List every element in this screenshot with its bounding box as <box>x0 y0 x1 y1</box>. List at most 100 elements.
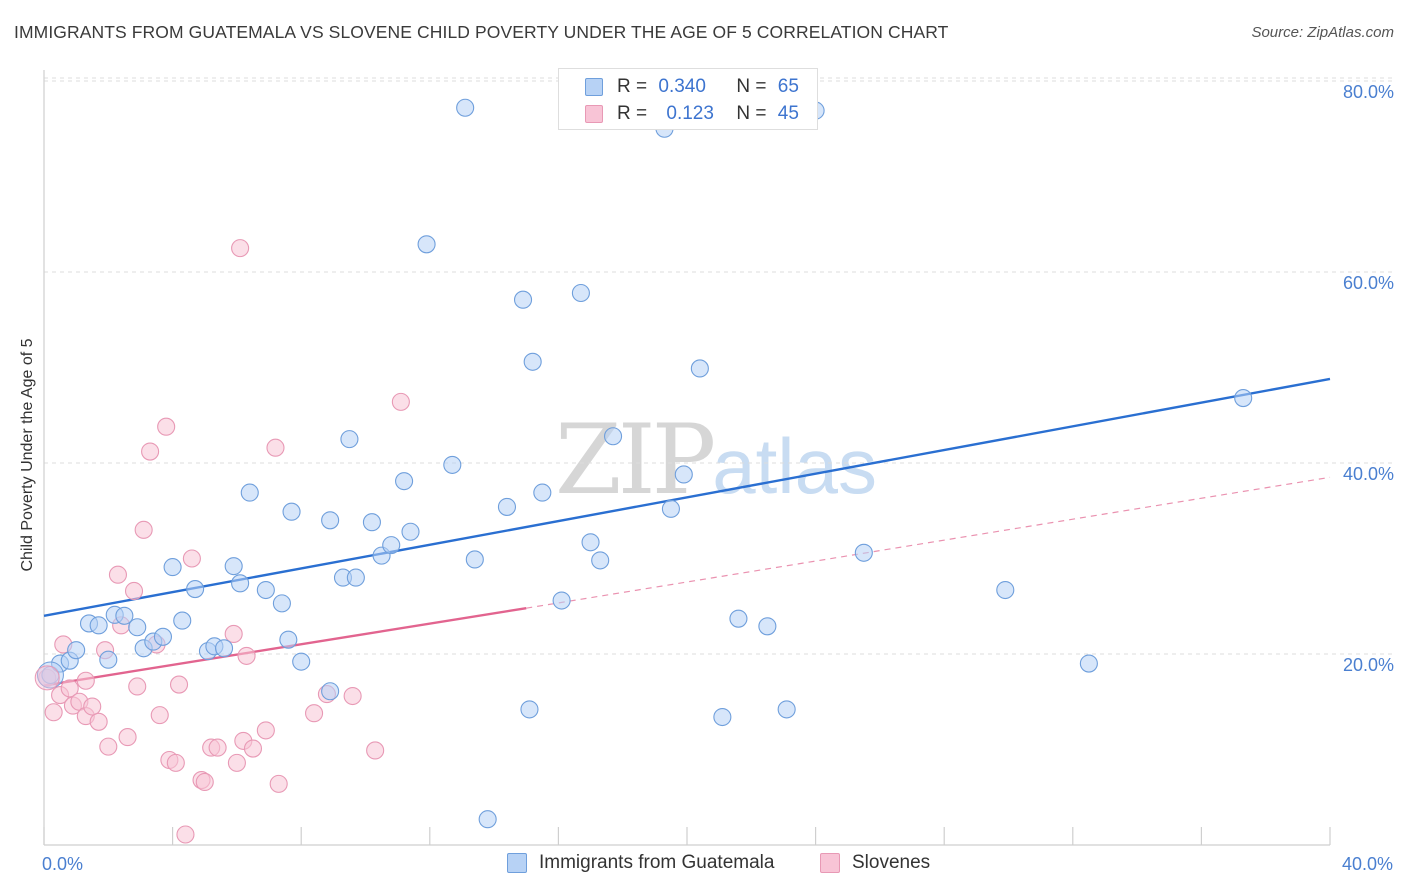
point-guatemala <box>497 497 517 516</box>
point-slovenes <box>237 646 256 665</box>
point-guatemala <box>99 650 118 669</box>
point-slovenes <box>182 549 201 568</box>
legend-swatch-slovenes <box>820 853 840 873</box>
point-guatemala <box>279 630 298 649</box>
point-slovenes <box>166 753 185 772</box>
point-guatemala <box>478 810 497 829</box>
point-guatemala <box>758 617 777 636</box>
point-guatemala <box>1079 654 1098 673</box>
legend-r-value: 0.340 <box>658 76 706 97</box>
x-tick-label: 0.0% <box>42 854 83 874</box>
point-guatemala <box>231 574 250 593</box>
legend-row-guatemala: R = 0.340 N = 65 <box>585 75 799 99</box>
legend-swatch-slovenes <box>585 105 603 123</box>
point-guatemala <box>996 580 1015 600</box>
legend-n-label: N = <box>736 76 767 97</box>
point-guatemala <box>362 513 381 532</box>
point-guatemala <box>340 430 359 449</box>
point-guatemala <box>533 483 552 502</box>
point-slovenes <box>227 753 246 772</box>
point-slovenes <box>243 739 263 758</box>
point-slovenes <box>76 671 95 690</box>
legend-r-label: R = <box>617 103 648 124</box>
point-guatemala <box>224 557 243 576</box>
y-tick-label: 40.0% <box>1343 464 1394 484</box>
chart-title: IMMIGRANTS FROM GUATEMALA VS SLOVENE CHI… <box>14 22 949 42</box>
point-guatemala <box>128 618 147 637</box>
point-guatemala <box>163 558 182 577</box>
point-slovenes <box>89 712 108 731</box>
grid-lines <box>44 77 1392 655</box>
point-slovenes <box>195 772 214 792</box>
point-slovenes <box>99 737 118 756</box>
legend-item-slovenes: Slovenes <box>820 852 930 874</box>
point-slovenes <box>157 417 176 436</box>
point-guatemala <box>571 283 590 303</box>
legend-swatch-guatemala <box>585 78 603 96</box>
point-slovenes <box>34 665 60 691</box>
point-guatemala <box>292 652 311 671</box>
point-guatemala <box>604 427 623 446</box>
point-slovenes <box>391 392 410 411</box>
point-slovenes <box>134 520 153 539</box>
trend-line-guatemala <box>43 377 1331 617</box>
point-guatemala <box>115 606 134 625</box>
point-guatemala <box>456 98 475 117</box>
data-points <box>34 98 1253 844</box>
point-guatemala <box>214 639 234 658</box>
point-guatemala <box>552 591 571 610</box>
legend-r-value: 0.123 <box>666 103 714 124</box>
point-guatemala <box>346 568 365 587</box>
point-slovenes <box>269 774 288 793</box>
point-guatemala <box>591 551 610 570</box>
point-slovenes <box>256 721 275 740</box>
point-guatemala <box>382 536 401 555</box>
point-guatemala <box>690 359 709 378</box>
point-guatemala <box>395 472 414 491</box>
point-guatemala <box>513 290 533 309</box>
legend-label-slovenes: Slovenes <box>852 852 931 873</box>
legend-n-value: 45 <box>777 103 799 124</box>
x-tick-label: 40.0% <box>1342 854 1393 874</box>
point-guatemala <box>581 533 600 552</box>
point-guatemala <box>729 609 748 628</box>
point-guatemala <box>240 483 259 502</box>
y-tick-label: 20.0% <box>1343 655 1394 675</box>
legend-label-guatemala: Immigrants from Guatemala <box>539 852 775 873</box>
point-slovenes <box>128 677 147 696</box>
legend-item-guatemala: Immigrants from Guatemala <box>507 852 774 874</box>
point-slovenes <box>150 706 169 725</box>
point-guatemala <box>1234 389 1253 408</box>
point-guatemala <box>321 682 340 701</box>
legend-r-label: R = <box>617 76 648 97</box>
point-guatemala <box>661 499 680 518</box>
point-guatemala <box>89 616 108 635</box>
y-tick-label: 80.0% <box>1343 82 1394 102</box>
point-guatemala <box>67 641 86 660</box>
point-guatemala <box>674 465 693 484</box>
axes <box>43 70 1331 846</box>
point-guatemala <box>282 502 301 521</box>
correlation-legend: R = 0.340 N = 65 R = 0.123 N = 45 <box>558 68 818 130</box>
point-slovenes <box>305 704 324 723</box>
point-guatemala <box>256 580 275 600</box>
point-slovenes <box>343 686 362 706</box>
point-slovenes <box>108 565 127 584</box>
source-label: Source: ZipAtlas.com <box>1251 24 1394 41</box>
point-slovenes <box>208 738 227 757</box>
legend-swatch-guatemala <box>507 853 527 873</box>
point-guatemala <box>523 352 542 371</box>
legend-n-label: N = <box>736 103 767 124</box>
point-slovenes <box>141 442 160 461</box>
point-guatemala <box>321 511 340 530</box>
point-guatemala <box>443 455 462 474</box>
point-guatemala <box>417 235 436 254</box>
legend-n-value: 65 <box>777 76 799 97</box>
point-guatemala <box>465 550 484 569</box>
series-legend: Immigrants from Guatemala Slovenes <box>0 852 1406 878</box>
point-guatemala <box>272 594 291 613</box>
point-guatemala <box>777 700 796 719</box>
point-guatemala <box>520 700 539 719</box>
point-slovenes <box>266 438 285 457</box>
